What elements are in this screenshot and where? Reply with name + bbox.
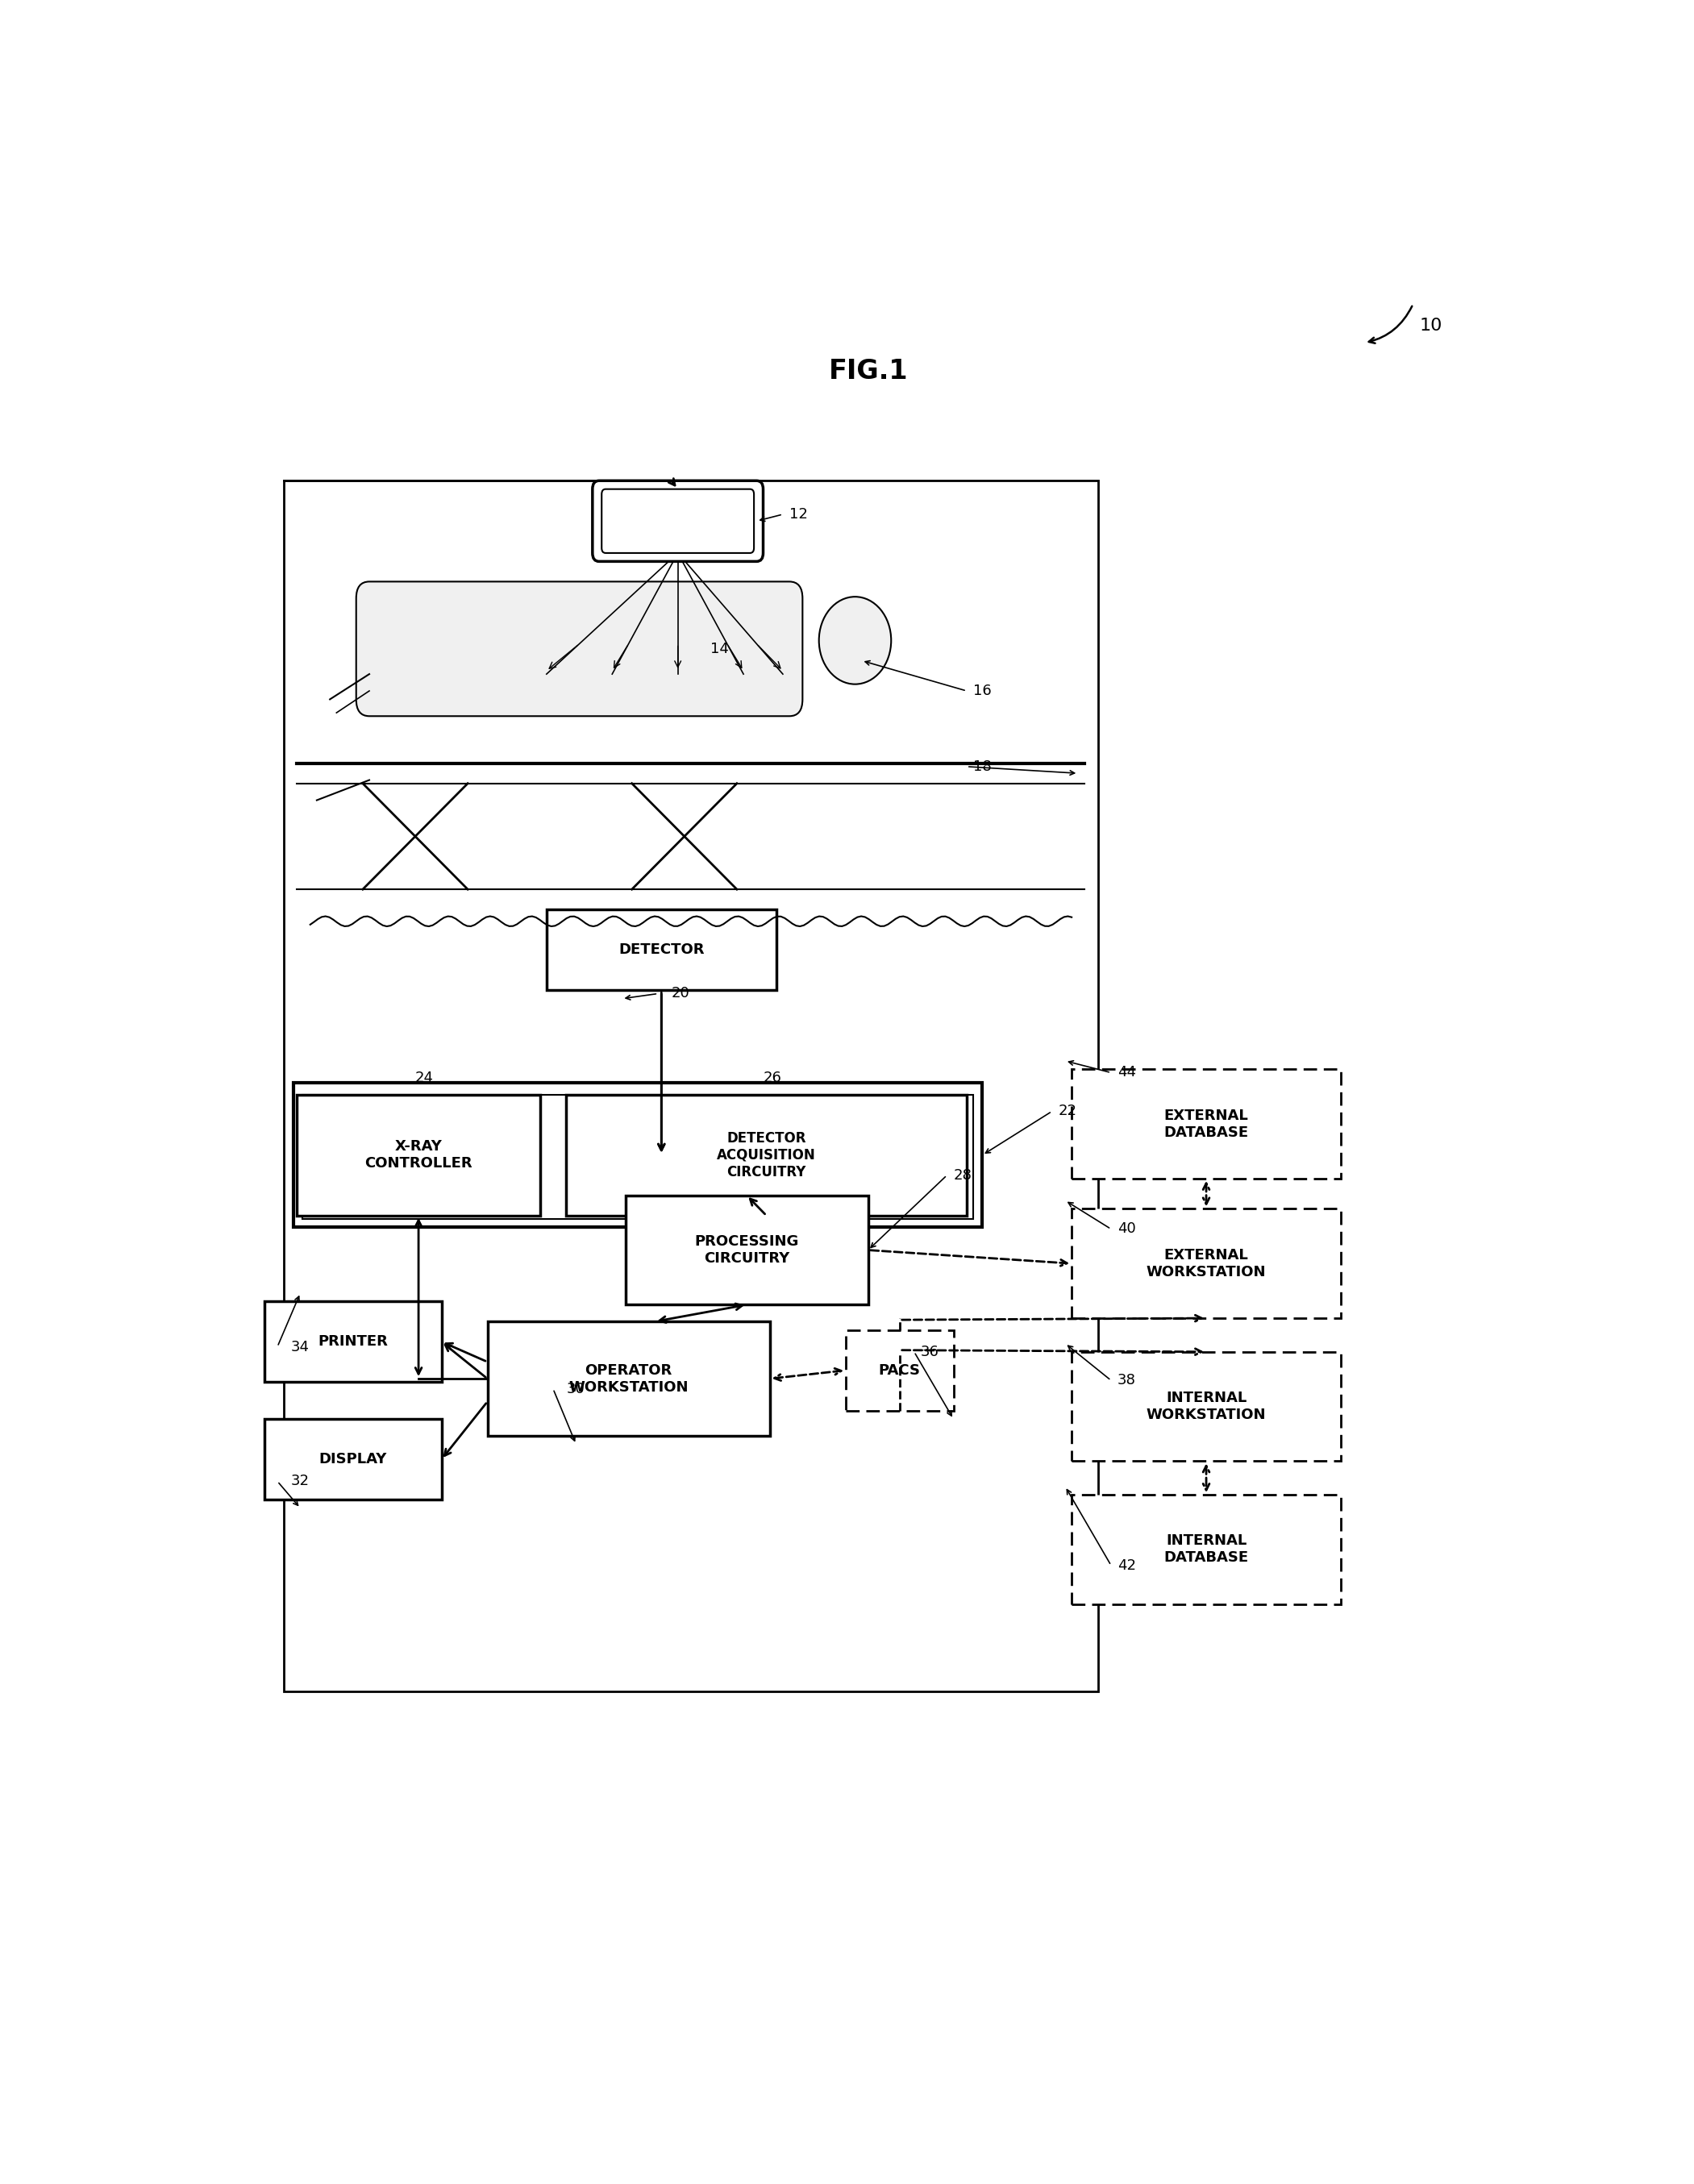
Text: 38: 38 [1118, 1374, 1137, 1387]
Text: 22: 22 [1059, 1105, 1077, 1118]
Text: PACS: PACS [879, 1363, 920, 1378]
Bar [625, 1195, 867, 1304]
Text: 26: 26 [762, 1070, 781, 1085]
Text: 36: 36 [922, 1345, 938, 1358]
Text: DETECTOR: DETECTOR [618, 943, 705, 957]
Text: 18: 18 [972, 760, 991, 773]
Text: EXTERNAL
WORKSTATION: EXTERNAL WORKSTATION [1147, 1247, 1265, 1280]
Text: 24: 24 [415, 1070, 434, 1085]
Bar [302, 1094, 974, 1219]
Text: DISPLAY: DISPLAY [318, 1452, 386, 1468]
Bar [488, 1321, 769, 1435]
Bar [1072, 1210, 1342, 1319]
Text: 34: 34 [291, 1339, 308, 1354]
Bar [285, 480, 1098, 1690]
Bar [1072, 1070, 1342, 1179]
Text: 40: 40 [1118, 1221, 1137, 1236]
Text: 16: 16 [972, 684, 991, 699]
Text: 10: 10 [1420, 319, 1443, 334]
Text: PROCESSING
CIRCUITRY: PROCESSING CIRCUITRY [695, 1234, 800, 1267]
FancyBboxPatch shape [601, 489, 754, 553]
Text: 20: 20 [671, 987, 689, 1000]
Text: 44: 44 [1118, 1066, 1137, 1079]
Text: INTERNAL
DATABASE: INTERNAL DATABASE [1164, 1533, 1248, 1566]
FancyBboxPatch shape [356, 581, 803, 716]
Text: 14: 14 [711, 642, 728, 655]
Bar [566, 1094, 967, 1216]
Text: EXTERNAL
DATABASE: EXTERNAL DATABASE [1164, 1107, 1248, 1140]
Text: INTERNAL
WORKSTATION: INTERNAL WORKSTATION [1147, 1391, 1265, 1422]
Bar [1072, 1352, 1342, 1461]
Bar [547, 909, 776, 989]
Text: FIG.1: FIG.1 [828, 358, 908, 384]
Text: DETECTOR
ACQUISITION
CIRCUITRY: DETECTOR ACQUISITION CIRCUITRY [717, 1131, 817, 1179]
Text: 12: 12 [789, 507, 808, 522]
FancyBboxPatch shape [593, 480, 762, 561]
Text: 42: 42 [1118, 1557, 1137, 1572]
Bar [1072, 1494, 1342, 1603]
Bar [264, 1302, 442, 1382]
Text: PRINTER: PRINTER [318, 1334, 388, 1350]
Text: X-RAY
CONTROLLER: X-RAY CONTROLLER [364, 1140, 473, 1171]
Bar [296, 1094, 540, 1216]
Bar [264, 1420, 442, 1500]
Bar [293, 1083, 983, 1227]
Text: OPERATOR
WORKSTATION: OPERATOR WORKSTATION [569, 1363, 688, 1393]
Text: 32: 32 [291, 1474, 308, 1489]
Bar [845, 1330, 954, 1411]
Text: 30: 30 [566, 1382, 584, 1396]
Ellipse shape [818, 596, 891, 684]
FancyArrowPatch shape [1369, 306, 1413, 343]
Text: 28: 28 [954, 1168, 972, 1182]
